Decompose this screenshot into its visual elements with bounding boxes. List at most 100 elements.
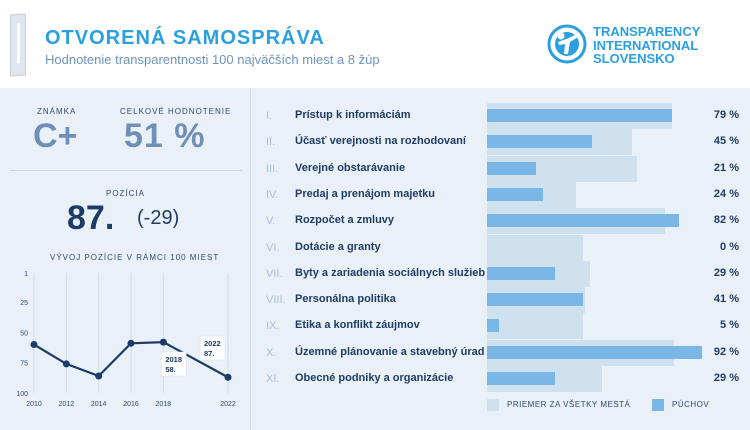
category-percent: 29 % [713,266,739,279]
category-row: V. Rozpočet a zmluvy 82 % [251,208,750,235]
logo-line-3: SLOVENSKO [593,51,675,66]
category-number: VIII. [266,294,286,307]
category-row: IX. Etika a konflikt záujmov 5 % [251,313,750,340]
position-change: (-29) [137,207,180,229]
position-line [33,340,229,379]
category-number: X. [266,346,277,359]
logo-line-1: TRANSPARENCY [593,24,701,39]
annotation-box [199,335,226,361]
category-label: Etika a konflikt záujmov [295,319,420,332]
city-value-bar [487,266,555,280]
category-label: Účasť verejnosti na rozhodovaní [295,135,466,148]
category-number: II. [266,136,276,149]
legend-city-label: PÚCHOV [672,400,710,409]
header [0,0,750,88]
category-row: X. Územné plánovanie a stavebný úrad 92 % [251,339,750,366]
category-row: XI. Obecné podniky a organizácie 29 % [251,366,750,392]
summary-divider [10,170,242,171]
annotation-year: 2018 [165,355,182,364]
annotation-year: 2022 [204,339,221,348]
category-label: Prístup k informáciám [295,109,411,121]
city-value-bar [487,372,555,385]
category-number: VI. [266,241,280,254]
category-percent: 21 % [713,161,739,174]
legend-avg-swatch [487,399,499,411]
annotation-box [161,351,187,377]
y-tick-label: 100 [16,391,28,398]
category-label: Obecné podniky a organizácie [295,372,454,384]
data-point [159,338,167,346]
category-row: VIII. Personálna politika 41 % [251,287,750,314]
x-tick-label: 2012 [59,401,75,408]
city-value-bar [487,293,583,307]
data-point [62,360,70,368]
city-value-bar [487,109,672,122]
category-label: Verejné obstarávanie [295,161,406,174]
legend-city-swatch [652,399,664,411]
panel-divider [250,88,251,430]
city-value-bar [487,214,679,228]
category-percent: 0 % [720,240,739,253]
city-value-bar [487,161,537,175]
city-value-bar [487,187,544,201]
category-number: VII. [266,267,283,280]
category-number: I. [266,110,273,122]
category-row: VI. Dotácie a granty 0 % [251,234,750,261]
x-tick-label: 2014 [91,401,107,408]
grade-label: ZNÁMKA [37,107,77,116]
category-row: I. Prístup k informáciám 79 % [251,103,750,129]
data-point [127,339,135,347]
data-point [95,372,103,380]
category-label: Predaj a prenájom majetku [295,187,435,200]
average-bar [487,313,583,340]
city-value-bar [487,319,499,333]
category-row: IV. Predaj a prenájom majetku 24 % [251,181,750,208]
category-percent: 29 % [713,372,739,384]
category-percent: 79 % [713,109,739,121]
category-number: V. [266,215,276,228]
data-point [30,341,38,349]
chart-title: VÝVOJ POZÍCIE V RÁMCI 100 MIEST [50,253,220,262]
category-percent: 5 % [720,319,739,332]
legend-avg-label: PRIEMER ZA VŠETKY MESTÁ [507,400,631,409]
position-label: POZÍCIA [106,189,146,198]
category-label: Dotácie a granty [295,240,381,253]
category-label: Personálna politika [295,293,396,306]
category-number: III. [266,162,279,175]
grade-value: C+ [33,117,78,155]
x-tick-label: 2018 [156,401,172,408]
logo-line-2: INTERNATIONAL [593,37,699,53]
annotation-position: 58. [165,365,175,374]
category-percent: 24 % [713,187,739,200]
y-tick-label: 75 [20,361,28,368]
category-row: II. Účasť verejnosti na rozhodovaní 45 % [251,129,750,156]
x-tick-label: 2016 [123,401,139,408]
category-number: IV. [266,188,279,201]
page-subtitle: Hodnotenie transparentnosti 100 najväčší… [45,52,380,67]
data-point [224,373,232,381]
city-value-bar [487,345,703,359]
x-tick-label: 2010 [26,401,42,408]
city-value-bar [487,135,593,149]
logo-text: TRANSPARENCY INTERNATIONAL SLOVENSKO [593,25,700,66]
category-row: III. Verejné obstarávanie 21 % [251,155,750,182]
category-label: Byty a zariadenia sociálnych služieb [295,266,486,279]
document-icon [10,13,26,77]
page-title: OTVORENÁ SAMOSPRÁVA [45,27,325,49]
category-label: Územné plánovanie a stavebný úrad [295,345,485,358]
annotation-position: 87. [204,349,214,358]
category-number: XI. [266,373,280,385]
category-number: IX. [266,320,280,333]
overall-score: 51 % [124,117,206,155]
position-value: 87. [67,199,115,237]
average-bar [487,234,583,261]
y-tick-label: 1 [24,271,28,278]
transparency-international-logo-icon [547,24,587,64]
overall-label: CELKOVÉ HODNOTENIE [120,107,232,116]
category-label: Rozpočet a zmluvy [295,214,395,227]
x-tick-label: 2022 [220,401,236,408]
category-percent: 41 % [713,293,739,306]
category-percent: 45 % [713,135,739,148]
category-row: VII. Byty a zariadenia sociálnych služieb… [251,260,750,287]
